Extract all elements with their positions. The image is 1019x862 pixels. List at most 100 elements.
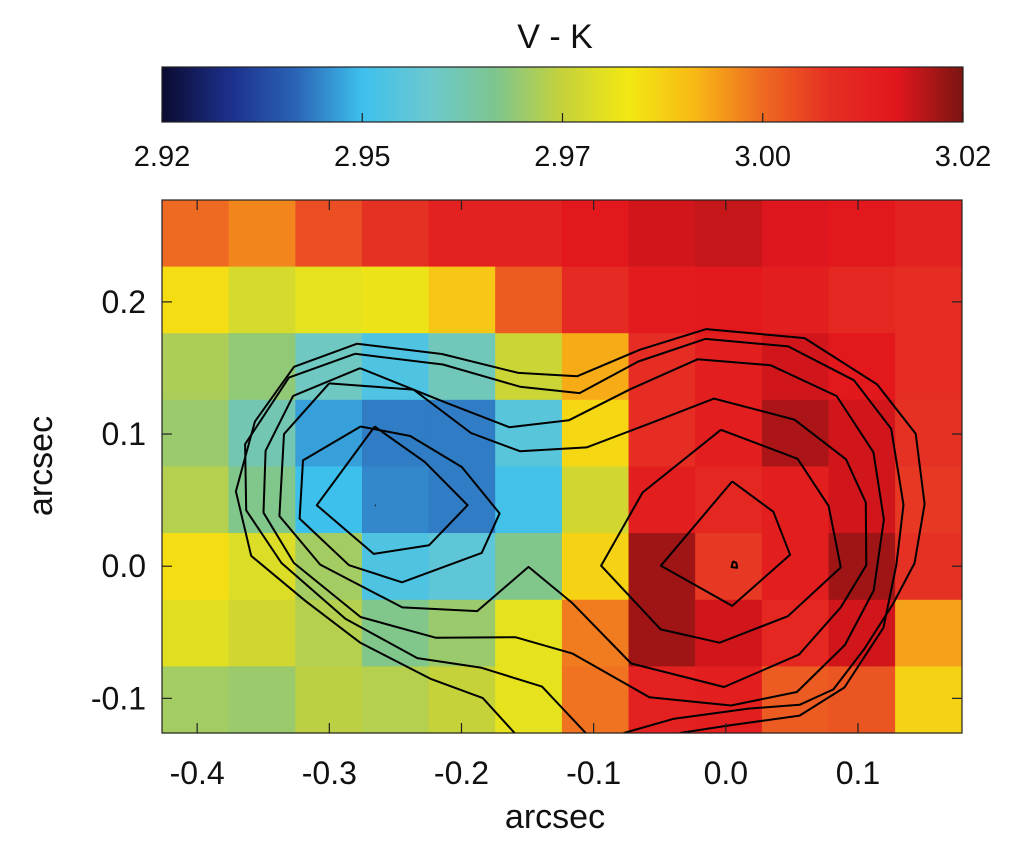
x-axis-label: arcsec	[505, 798, 605, 836]
heatmap-cell	[162, 666, 230, 734]
heatmap-cell	[761, 533, 830, 601]
heatmap-cell	[628, 266, 696, 334]
x-tick-label: -0.3	[302, 755, 357, 791]
heatmap-cell	[361, 466, 430, 534]
heatmap-cell	[361, 200, 430, 268]
heatmap-cell	[561, 333, 630, 401]
heatmap-cell	[695, 599, 763, 667]
x-tick-label: -0.4	[170, 755, 225, 791]
colorbar-tick-label: 2.95	[334, 141, 390, 173]
heatmap-cell	[828, 200, 896, 268]
y-tick-label: 0.0	[102, 548, 146, 584]
colorbar-title: V - K	[517, 18, 593, 56]
contour-line	[244, 352, 587, 733]
heatmap-cell	[895, 399, 963, 468]
heatmap-cell	[495, 666, 563, 734]
y-tick-label: 0.1	[102, 416, 146, 452]
y-tick-label: -0.1	[91, 680, 146, 716]
heatmap-cell	[361, 533, 430, 601]
heatmap-cell	[895, 666, 963, 734]
heatmap-cell	[428, 266, 496, 334]
y-axis: -0.1 0.0 0.1 0.2	[91, 284, 962, 716]
heatmap-cell	[295, 333, 363, 401]
heatmap-cell	[628, 200, 696, 268]
y-tick-label: 0.2	[102, 284, 146, 320]
heatmap-cell	[561, 666, 630, 734]
colorbar-tick-label: 2.97	[534, 141, 590, 173]
contour-line	[298, 425, 501, 584]
contour-line	[600, 428, 842, 644]
colorbar-tick-label: 2.92	[134, 141, 190, 173]
heatmap-cell	[695, 466, 763, 534]
heatmap-cell	[561, 533, 630, 601]
heatmap-cell	[428, 333, 496, 401]
contour-line	[234, 328, 926, 733]
heatmap-cell	[495, 266, 563, 334]
heatmap-cell	[828, 533, 896, 601]
contour-line	[354, 337, 905, 733]
heatmap-cell	[695, 200, 763, 268]
heatmap-cell	[695, 266, 763, 334]
heatmap-cell	[495, 466, 563, 534]
heatmap-cell	[361, 333, 430, 401]
heatmap-cell	[428, 200, 496, 268]
heatmap-cell	[895, 333, 963, 401]
contour-line	[730, 560, 739, 569]
heatmap-cell	[495, 200, 563, 268]
plot-frame	[161, 199, 963, 734]
colorbar	[161, 66, 964, 123]
heatmap-cell	[761, 466, 830, 534]
heatmap-cell	[162, 466, 230, 534]
x-axis: -0.4 -0.3 -0.2 -0.1 0.0 0.1	[170, 200, 880, 791]
x-tick-label: 0.0	[704, 755, 748, 791]
heatmap-cell	[228, 333, 296, 401]
heatmap-cell	[895, 266, 963, 334]
heatmap-cell	[828, 466, 896, 534]
heatmap-cell	[561, 399, 630, 468]
heatmap-cell	[761, 200, 830, 268]
heatmap-cell	[361, 266, 430, 334]
heatmap-cell	[228, 200, 296, 268]
colorbar-ticks: 2.92 2.95 2.97 3.00 3.02	[134, 113, 991, 173]
x-tick-label: -0.2	[434, 755, 489, 791]
heatmap-cell	[162, 266, 230, 334]
heatmap-cell	[561, 466, 630, 534]
heatmap-cell	[828, 333, 896, 401]
y-axis-label: arcsec	[22, 416, 60, 516]
heatmap-cell	[895, 200, 963, 268]
heatmap-cell	[428, 399, 496, 468]
contour-line	[262, 358, 885, 707]
contour-lines	[234, 328, 926, 733]
heatmap-cell	[295, 666, 363, 734]
heatmap-cell	[295, 266, 363, 334]
heatmap-cell	[495, 399, 563, 468]
heatmap-cell	[295, 399, 363, 468]
heatmap-cell	[895, 466, 963, 534]
heatmap-cell	[495, 599, 563, 667]
colorbar-tick-label: 3.02	[935, 141, 991, 173]
heatmap-cell	[895, 533, 963, 601]
heatmap-cell	[828, 266, 896, 334]
heatmap-cell	[228, 666, 296, 734]
heatmap-cell	[628, 333, 696, 401]
heatmap-cell	[295, 200, 363, 268]
heatmap-cell	[162, 533, 230, 601]
colorbar-tick-label: 3.00	[735, 141, 791, 173]
heatmap-cell	[761, 399, 830, 468]
heatmap-cell	[162, 200, 230, 268]
heatmap-cell	[561, 200, 630, 268]
heatmap-cell	[828, 666, 896, 734]
heatmap-cell	[761, 266, 830, 334]
x-tick-label: 0.1	[836, 755, 880, 791]
heatmap-cell	[162, 599, 230, 667]
contour-line	[278, 382, 868, 688]
contour-line	[315, 425, 469, 555]
heatmap-cell	[295, 599, 363, 667]
heatmap-cell	[228, 266, 296, 334]
heatmap-cell	[628, 599, 696, 667]
heatmap-cell	[228, 599, 296, 667]
heatmap-cell	[561, 266, 630, 334]
contour-line	[659, 480, 792, 607]
heatmap-cell	[361, 666, 430, 734]
